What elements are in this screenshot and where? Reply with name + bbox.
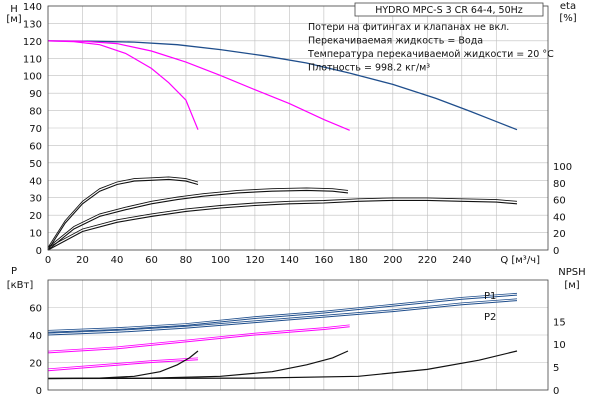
x-tick-200: 200 bbox=[383, 255, 402, 266]
eta-axis-label: eta bbox=[560, 1, 576, 12]
npsh-curve-1 bbox=[47, 350, 349, 380]
power-axis-unit: [кВт] bbox=[7, 280, 34, 291]
power-tick-20: 20 bbox=[29, 359, 42, 370]
npsh-axis-label: NPSH bbox=[558, 267, 585, 278]
eta-tick-0: 0 bbox=[553, 246, 559, 257]
head-tick-140: 140 bbox=[23, 2, 42, 13]
x-tick-60: 60 bbox=[145, 255, 158, 266]
head-tick-130: 130 bbox=[23, 19, 42, 30]
npsh-tick-15: 15 bbox=[553, 317, 566, 328]
note-line-1: Перекачиваемая жидкость = Вода bbox=[308, 36, 483, 47]
x-tick-0: 0 bbox=[45, 255, 51, 266]
x-tick-220: 220 bbox=[418, 255, 437, 266]
power-tick-0: 0 bbox=[36, 386, 42, 397]
efficiency-curve-1-b bbox=[47, 187, 349, 248]
x-axis-label: Q [м³/ч] bbox=[500, 255, 540, 266]
note-line-3: Плотность = 998.2 кг/м³ bbox=[308, 63, 430, 74]
head-tick-50: 50 bbox=[29, 159, 42, 170]
head-curve-1 bbox=[47, 40, 350, 131]
power-curve-1-a bbox=[47, 300, 518, 336]
power-curve-3-b bbox=[47, 357, 199, 370]
axis-layer bbox=[47, 5, 549, 391]
x-tick-20: 20 bbox=[76, 255, 89, 266]
series-label-p2: P2 bbox=[484, 312, 496, 323]
head-tick-40: 40 bbox=[29, 176, 42, 187]
text-layer: 0102030405060708090100110120130140H[м]02… bbox=[6, 1, 585, 397]
npsh-curve-2 bbox=[47, 350, 518, 380]
power-curve-0-b bbox=[47, 292, 518, 331]
head-tick-30: 30 bbox=[29, 194, 42, 205]
efficiency-curve-1-a bbox=[47, 189, 349, 251]
head-axis-label: H bbox=[10, 4, 18, 15]
power-curve-0-a bbox=[47, 294, 518, 333]
head-axis-unit: [м] bbox=[6, 14, 21, 25]
title-box-text: HYDRO MPC-S 3 CR 64-4, 50Hz bbox=[375, 5, 523, 16]
efficiency-curve-2-b bbox=[47, 197, 518, 248]
head-tick-70: 70 bbox=[29, 124, 42, 135]
head-tick-80: 80 bbox=[29, 107, 42, 118]
head-panel-frame bbox=[47, 5, 549, 251]
x-tick-40: 40 bbox=[111, 255, 124, 266]
head-tick-110: 110 bbox=[23, 54, 42, 65]
head-tick-100: 100 bbox=[23, 72, 42, 83]
x-tick-180: 180 bbox=[349, 255, 368, 266]
head-curve-0 bbox=[47, 40, 518, 131]
eta-tick-100: 100 bbox=[553, 162, 572, 173]
eta-tick-40: 40 bbox=[553, 212, 566, 223]
x-tick-120: 120 bbox=[245, 255, 264, 266]
head-tick-120: 120 bbox=[23, 37, 42, 48]
head-tick-10: 10 bbox=[29, 229, 42, 240]
efficiency-curve-2-a bbox=[47, 199, 518, 251]
npsh-tick-0: 0 bbox=[553, 386, 559, 397]
efficiency-curve-0-b bbox=[47, 176, 199, 248]
power-tick-40: 40 bbox=[29, 331, 42, 342]
eta-tick-60: 60 bbox=[553, 196, 566, 207]
npsh-tick-5: 5 bbox=[553, 363, 559, 374]
power-curve-3-a bbox=[47, 359, 199, 372]
eta-axis-unit: [%] bbox=[559, 13, 576, 24]
power-curve-2-a bbox=[47, 326, 350, 354]
head-tick-0: 0 bbox=[36, 246, 42, 257]
title-box bbox=[354, 2, 544, 17]
x-tick-100: 100 bbox=[211, 255, 230, 266]
x-tick-240: 240 bbox=[452, 255, 471, 266]
npsh-tick-10: 10 bbox=[553, 340, 566, 351]
power-curve-2-b bbox=[47, 324, 350, 352]
note-line-0: Потери на фитингах и клапанах не вкл. bbox=[308, 22, 509, 33]
efficiency-curve-0-a bbox=[47, 178, 199, 251]
note-line-2: Температура перекачиваемой жидкости = 20… bbox=[307, 49, 554, 60]
npsh-axis-unit: [м] bbox=[564, 280, 579, 291]
power-curve-1-b bbox=[47, 298, 518, 334]
eta-tick-20: 20 bbox=[553, 229, 566, 240]
x-tick-160: 160 bbox=[314, 255, 333, 266]
eta-tick-80: 80 bbox=[553, 179, 566, 190]
head-tick-60: 60 bbox=[29, 141, 42, 152]
curve-layer bbox=[47, 40, 518, 380]
head-curve-2 bbox=[47, 40, 199, 130]
head-tick-90: 90 bbox=[29, 89, 42, 100]
series-label-p1: P1 bbox=[484, 291, 496, 302]
x-tick-80: 80 bbox=[180, 255, 193, 266]
x-tick-140: 140 bbox=[280, 255, 299, 266]
head-tick-20: 20 bbox=[29, 211, 42, 222]
power-tick-60: 60 bbox=[29, 304, 42, 315]
power-panel-frame bbox=[47, 279, 549, 391]
power-axis-label: P bbox=[11, 266, 17, 277]
